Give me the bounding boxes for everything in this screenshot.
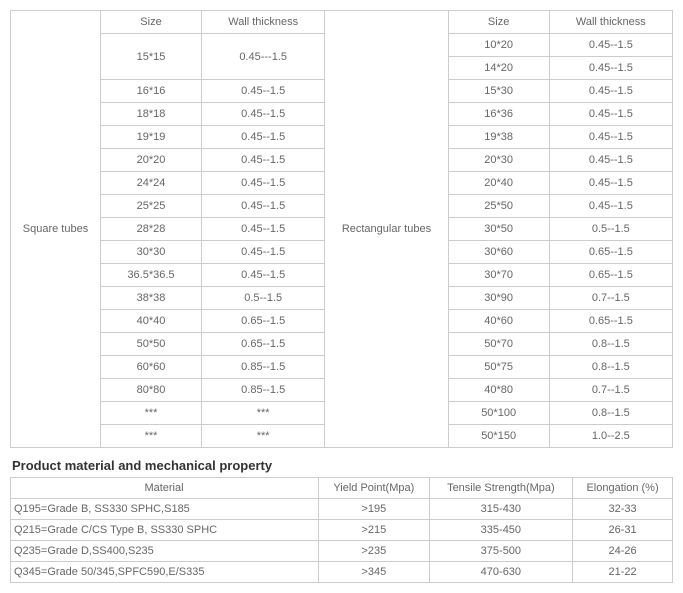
sq-size-header: Size (100, 11, 201, 34)
r-wt: 0.45--1.5 (549, 195, 672, 218)
sq-wt-header: Wall thickness (202, 11, 325, 34)
mat-cell: 375-500 (429, 541, 572, 562)
r-wt: 0.45--1.5 (549, 34, 672, 57)
tubes-table: Square tubes Size Wall thickness Rectang… (10, 10, 673, 448)
mat-col-header: Material (11, 478, 319, 499)
mat-cell: >345 (319, 562, 430, 583)
sq-wt: 0.45--1.5 (202, 218, 325, 241)
r-size: 30*50 (448, 218, 549, 241)
r-size: 50*150 (448, 425, 549, 448)
r-size: 50*100 (448, 402, 549, 425)
mat-col-header: Tensile Strength(Mpa) (429, 478, 572, 499)
sq-wt: 0.45--1.5 (202, 172, 325, 195)
sq-size: 15*15 (100, 34, 201, 80)
rect-header: Rectangular tubes (325, 11, 448, 448)
r-size: 15*30 (448, 80, 549, 103)
r-size: 40*60 (448, 310, 549, 333)
sq-wt: 0.5--1.5 (202, 287, 325, 310)
sq-wt: 0.85--1.5 (202, 356, 325, 379)
mat-cell: Q195=Grade B, SS330 SPHC,S185 (11, 499, 319, 520)
r-wt: 0.45--1.5 (549, 172, 672, 195)
r-wt: 0.45--1.5 (549, 80, 672, 103)
rect-wt-header: Wall thickness (549, 11, 672, 34)
sq-size: 36.5*36.5 (100, 264, 201, 287)
r-size: 20*40 (448, 172, 549, 195)
mat-cell: 21-22 (573, 562, 673, 583)
r-size: 25*50 (448, 195, 549, 218)
sq-size: 16*16 (100, 80, 201, 103)
r-wt: 0.65--1.5 (549, 241, 672, 264)
r-size: 16*36 (448, 103, 549, 126)
r-wt: 0.5--1.5 (549, 218, 672, 241)
r-size: 20*30 (448, 149, 549, 172)
r-wt: 0.45--1.5 (549, 149, 672, 172)
sq-size: 24*24 (100, 172, 201, 195)
r-size: 14*20 (448, 57, 549, 80)
sq-size: 19*19 (100, 126, 201, 149)
sq-wt: 0.45--1.5 (202, 103, 325, 126)
sq-size: 18*18 (100, 103, 201, 126)
r-wt: 1.0--2.5 (549, 425, 672, 448)
r-wt: 0.8--1.5 (549, 356, 672, 379)
mat-cell: >195 (319, 499, 430, 520)
square-header: Square tubes (11, 11, 101, 448)
sq-wt: 0.45---1.5 (202, 34, 325, 80)
r-wt: 0.65--1.5 (549, 310, 672, 333)
mat-cell: 32-33 (573, 499, 673, 520)
sq-wt: 0.45--1.5 (202, 264, 325, 287)
r-size: 40*80 (448, 379, 549, 402)
mat-col-header: Yield Point(Mpa) (319, 478, 430, 499)
rect-size-header: Size (448, 11, 549, 34)
mat-cell: 24-26 (573, 541, 673, 562)
mat-cell: 470-630 (429, 562, 572, 583)
sq-size: 50*50 (100, 333, 201, 356)
sq-size: 28*28 (100, 218, 201, 241)
sq-wt: 0.45--1.5 (202, 149, 325, 172)
sq-wt: 0.65--1.5 (202, 333, 325, 356)
sq-size: *** (100, 402, 201, 425)
mat-cell: Q215=Grade C/CS Type B, SS330 SPHC (11, 520, 319, 541)
r-wt: 0.45--1.5 (549, 57, 672, 80)
sq-wt: 0.65--1.5 (202, 310, 325, 333)
section-title: Product material and mechanical property (12, 458, 673, 473)
mat-cell: >235 (319, 541, 430, 562)
r-size: 30*90 (448, 287, 549, 310)
r-wt: 0.65--1.5 (549, 264, 672, 287)
mat-cell: Q235=Grade D,SS400,S235 (11, 541, 319, 562)
r-size: 10*20 (448, 34, 549, 57)
mat-cell: 335-450 (429, 520, 572, 541)
mat-col-header: Elongation (%) (573, 478, 673, 499)
sq-size: 80*80 (100, 379, 201, 402)
mat-cell: 315-430 (429, 499, 572, 520)
sq-wt: 0.45--1.5 (202, 126, 325, 149)
sq-size: 30*30 (100, 241, 201, 264)
r-wt: 0.7--1.5 (549, 287, 672, 310)
sq-wt: *** (202, 402, 325, 425)
sq-wt: 0.45--1.5 (202, 241, 325, 264)
sq-size: 60*60 (100, 356, 201, 379)
sq-size: 38*38 (100, 287, 201, 310)
mat-cell: >215 (319, 520, 430, 541)
sq-wt: 0.85--1.5 (202, 379, 325, 402)
r-size: 30*70 (448, 264, 549, 287)
sq-size: 40*40 (100, 310, 201, 333)
sq-size: *** (100, 425, 201, 448)
mat-cell: 26-31 (573, 520, 673, 541)
r-wt: 0.45--1.5 (549, 126, 672, 149)
r-size: 50*75 (448, 356, 549, 379)
r-wt: 0.7--1.5 (549, 379, 672, 402)
sq-size: 25*25 (100, 195, 201, 218)
r-wt: 0.45--1.5 (549, 103, 672, 126)
sq-wt: *** (202, 425, 325, 448)
sq-size: 20*20 (100, 149, 201, 172)
r-size: 50*70 (448, 333, 549, 356)
r-wt: 0.8--1.5 (549, 333, 672, 356)
sq-wt: 0.45--1.5 (202, 80, 325, 103)
sq-wt: 0.45--1.5 (202, 195, 325, 218)
r-wt: 0.8--1.5 (549, 402, 672, 425)
r-size: 30*60 (448, 241, 549, 264)
material-table: Material Yield Point(Mpa) Tensile Streng… (10, 477, 673, 583)
r-size: 19*38 (448, 126, 549, 149)
mat-cell: Q345=Grade 50/345,SPFC590,E/S335 (11, 562, 319, 583)
